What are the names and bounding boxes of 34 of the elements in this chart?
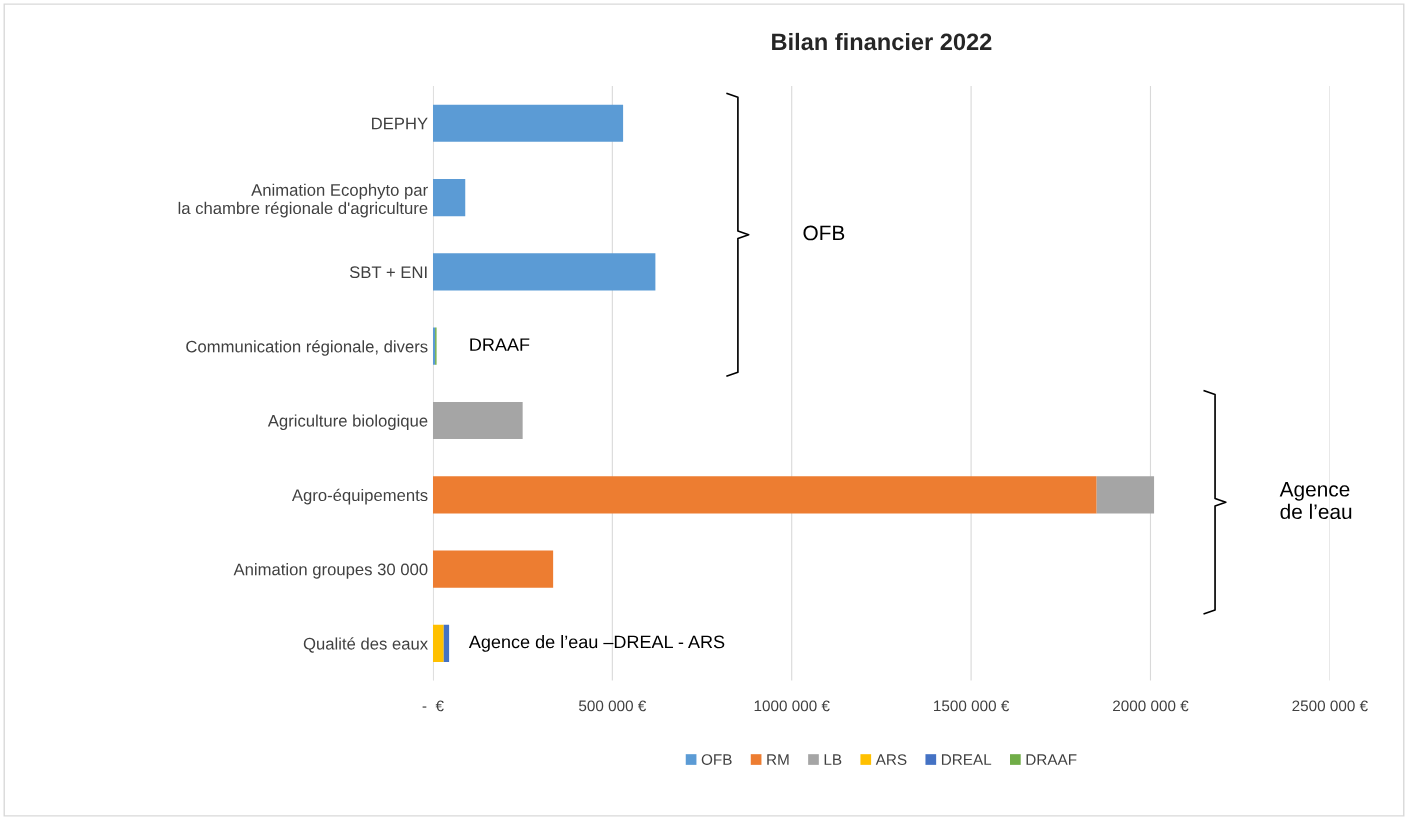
bar <box>432 550 554 588</box>
bar <box>432 401 523 440</box>
legend-label: RM <box>767 754 789 765</box>
y-tick-label: Qualité des eaux <box>303 637 428 653</box>
annotation: DRAAF <box>470 338 530 351</box>
y-tick-label: SBT + ENI <box>349 266 427 279</box>
bar <box>432 178 466 217</box>
x-tick-label: 2000 000 € <box>1113 700 1189 712</box>
x-tick-label: 500 000 € <box>578 700 647 712</box>
annotation: Agence de l’eau –DREAL - ARS <box>468 635 725 652</box>
annotation: Agence de l’eau <box>1279 482 1352 520</box>
y-tick-label: Animation Ecophyto par la chambre régionale d'agriculture <box>178 183 428 218</box>
x-tick-label: 2500 000 € <box>1292 700 1368 712</box>
legend-label: DRAAF <box>1026 754 1077 765</box>
bar <box>432 104 624 142</box>
bar <box>432 253 656 291</box>
x-tick-label: - € <box>422 700 444 712</box>
x-tick-label: 1500 000 € <box>934 700 1010 712</box>
bar <box>443 624 450 663</box>
bar <box>432 624 444 663</box>
y-tick-label: Communication régionale, divers <box>186 340 428 356</box>
y-tick-label: DEPHY <box>372 117 428 130</box>
legend-label: LB <box>824 754 842 765</box>
chart-title: Bilan financier 2022 <box>772 32 992 51</box>
legend-label: OFB <box>701 754 732 766</box>
legend-label: ARS <box>875 754 907 766</box>
annotation: OFB <box>803 225 845 241</box>
y-tick-label: Animation groupes 30 000 <box>233 563 428 579</box>
y-tick-label: Agriculture biologique <box>267 414 428 430</box>
bar <box>432 476 1097 514</box>
bar <box>1096 476 1155 514</box>
x-tick-label: 1000 000 € <box>754 700 830 712</box>
y-tick-label: Agro-équipements <box>291 488 428 505</box>
legend-label: DREAL <box>941 754 992 765</box>
